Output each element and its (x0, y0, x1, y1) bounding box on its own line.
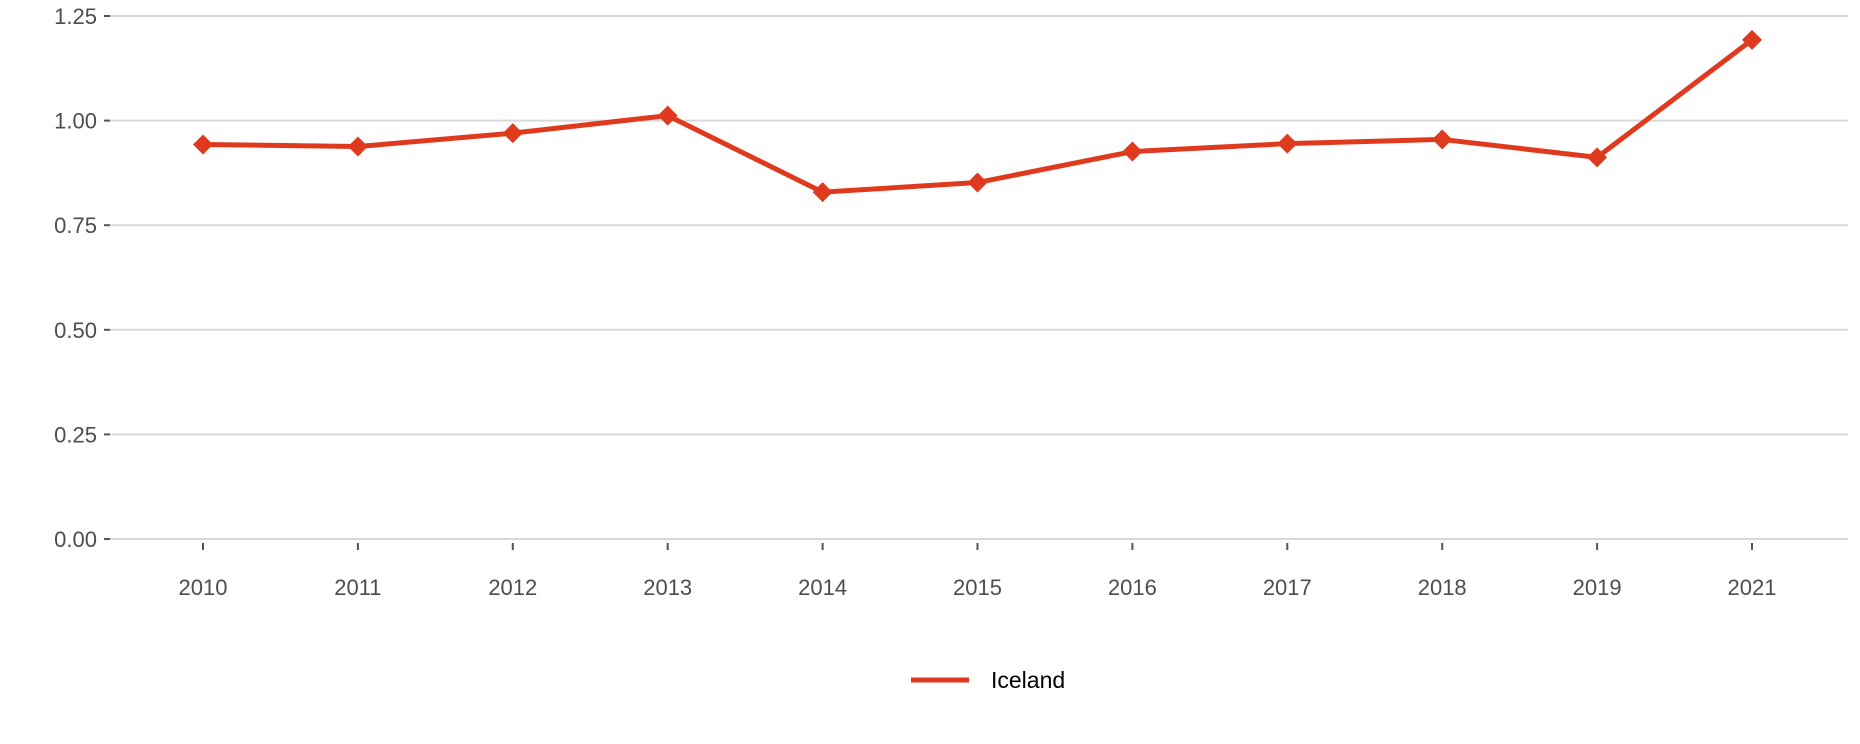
x-tick-label: 2018 (1418, 575, 1467, 600)
y-tick-label: 1.25 (54, 4, 97, 29)
x-tick-label: 2019 (1573, 575, 1622, 600)
y-tick-label: 0.50 (54, 318, 97, 343)
x-axis: 2010 2011 2012 2013 2014 2015 2016 2017 2018 2019… (179, 543, 1777, 600)
x-tick-label: 2021 (1728, 575, 1777, 600)
data-point (502, 123, 523, 144)
y-tick-label: 1.00 (54, 109, 97, 134)
data-point (1432, 129, 1453, 150)
x-tick-label: 2013 (643, 575, 692, 600)
x-tick-label: 2014 (798, 575, 847, 600)
data-point (967, 172, 988, 193)
data-point (1587, 147, 1608, 168)
y-axis: 0.00 0.25 0.50 0.75 1.00 1.25 (54, 4, 110, 552)
gridlines (110, 15, 1848, 540)
x-tick-label: 2012 (488, 575, 537, 600)
x-tick-label: 2017 (1263, 575, 1312, 600)
x-tick-label: 2010 (179, 575, 228, 600)
data-point (1277, 133, 1298, 154)
data-point (1742, 29, 1762, 50)
data-point (193, 134, 213, 155)
data-point (1122, 141, 1143, 162)
y-tick-label: 0.00 (54, 527, 97, 552)
data-point (657, 105, 678, 126)
x-tick-label: 2015 (953, 575, 1002, 600)
series-layer (193, 29, 1762, 203)
data-point (347, 136, 368, 157)
y-tick-label: 0.75 (54, 213, 97, 238)
y-tick-label: 0.25 (54, 422, 97, 447)
legend-label: Iceland (991, 667, 1065, 693)
x-tick-label: 2016 (1108, 575, 1157, 600)
legend: Iceland (911, 667, 1065, 693)
data-point (812, 182, 833, 203)
x-tick-label: 2011 (334, 575, 381, 600)
series-line-iceland (200, 37, 1755, 195)
